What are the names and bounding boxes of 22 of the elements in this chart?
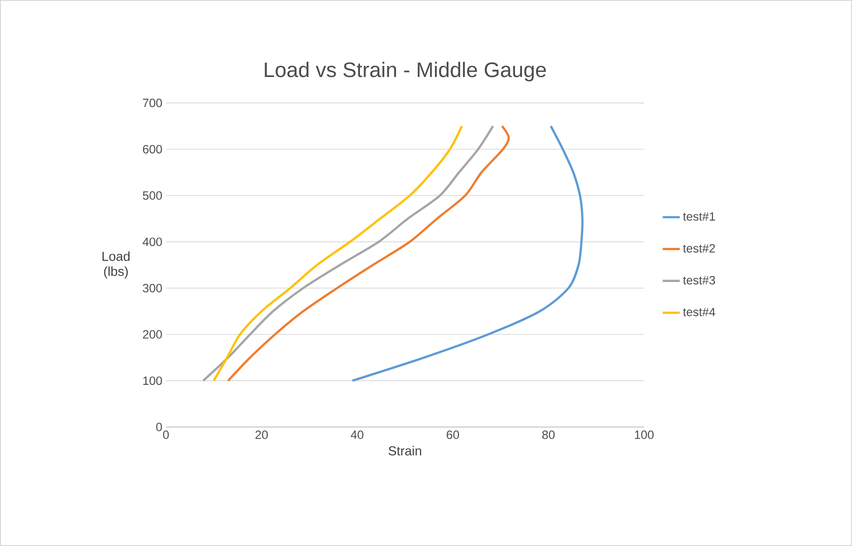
x-tick-label: 40 (350, 430, 364, 440)
x-tick-label: 80 (542, 430, 555, 440)
x-tick-label: 60 (446, 430, 460, 440)
y-tick-label: 200 (142, 330, 162, 339)
x-tick-label: 20 (255, 430, 268, 440)
y-tick-label: 100 (143, 376, 162, 385)
y-tick-label: 600 (142, 145, 162, 154)
y-tick-label: 700 (142, 98, 162, 108)
y-axis-title: Load (lbs) (102, 251, 130, 279)
y-tick-label: 300 (142, 284, 162, 292)
legend-label: test#1 (683, 212, 715, 221)
x-axis-title: Strain (388, 446, 422, 456)
x-tick-label: 0 (163, 430, 169, 440)
legend-label: test#3 (683, 276, 716, 284)
chart-title: Load vs Strain - Middle Gauge (264, 62, 546, 82)
legend-label: test#4 (683, 308, 716, 316)
line-series (351, 125, 584, 382)
legend-label: test#2 (683, 244, 715, 253)
y-tick-label: 400 (142, 238, 162, 246)
x-tick-label: 100 (634, 430, 654, 440)
y-tick-label: 0 (156, 422, 162, 432)
y-tick-label: 500 (142, 191, 162, 200)
